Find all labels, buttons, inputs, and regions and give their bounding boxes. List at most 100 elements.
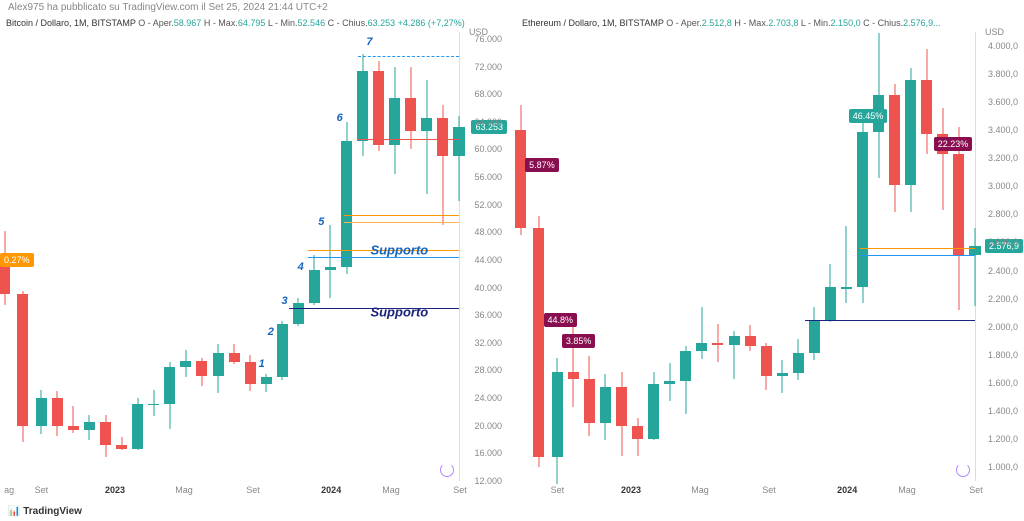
candle [552, 32, 563, 481]
candle [180, 32, 191, 481]
y-tick-label: 52.000 [474, 200, 502, 210]
candle [937, 32, 948, 481]
x-tick-label: 2024 [837, 485, 857, 495]
support-line [344, 222, 459, 223]
candle [229, 32, 240, 481]
y-tick-label: 28.000 [474, 365, 502, 375]
candle [52, 32, 63, 481]
support-line [358, 139, 459, 140]
candle [648, 32, 659, 481]
candle [164, 32, 175, 481]
wave-annotation: 2 [268, 326, 274, 338]
candle [793, 32, 804, 481]
candle [857, 32, 868, 481]
candle [36, 32, 47, 481]
percent-badge: 3.85% [562, 334, 596, 348]
y-tick-label: 64.000 [474, 117, 502, 127]
percent-badge: 0.27% [0, 253, 34, 267]
chart-info-eth: Ethereum / Dollaro, 1M, BITSTAMP O - Ape… [522, 18, 941, 28]
y-tick-label: 2.200,0 [988, 294, 1018, 304]
wave-annotation: 4 [298, 261, 304, 273]
tradingview-watermark: 📊 TradingView [8, 506, 82, 517]
x-tick-label: Set [551, 485, 565, 495]
x-tick-label: 2023 [105, 485, 125, 495]
y-tick-label: 1.600,0 [988, 378, 1018, 388]
candle [261, 32, 272, 481]
x-tick-label: Mag [691, 485, 709, 495]
y-tick-label: 1.200,0 [988, 434, 1018, 444]
support-line [860, 248, 975, 249]
y-tick-label: 1.400,0 [988, 406, 1018, 416]
candle [841, 32, 852, 481]
candle [777, 32, 788, 481]
y-tick-label: 16.000 [474, 448, 502, 458]
y-tick-label: 12.000 [474, 476, 502, 486]
chart-ethereum: Ethereum / Dollaro, 1M, BITSTAMP O - Ape… [516, 18, 1024, 497]
y-axis-eth: USD1.000,01.200,01.400,01.600,01.800,02.… [976, 32, 1024, 481]
x-tick-label: Set [969, 485, 983, 495]
y-tick-label: 3.600,0 [988, 97, 1018, 107]
candle [712, 32, 723, 481]
candle [515, 32, 526, 481]
x-tick-label: 2024 [321, 485, 341, 495]
percent-badge: 44.8% [544, 313, 578, 327]
candle [196, 32, 207, 481]
candle [277, 32, 288, 481]
refresh-icon[interactable] [440, 463, 454, 477]
chart-area-btc[interactable]: 1234567SupportoSupporto0.27%63.253 [0, 32, 460, 481]
candle [632, 32, 643, 481]
candle [809, 32, 820, 481]
y-tick-label: 32.000 [474, 338, 502, 348]
candle [745, 32, 756, 481]
y-tick-label: 76.000 [474, 34, 502, 44]
wave-annotation: 3 [282, 295, 288, 307]
wave-annotation: 6 [337, 112, 343, 124]
candle [761, 32, 772, 481]
support-line [344, 215, 459, 216]
x-tick-label: Mag [898, 485, 916, 495]
candle [213, 32, 224, 481]
candle [873, 32, 884, 481]
chart-info-btc: Bitcoin / Dollaro, 1M, BITSTAMP O - Aper… [6, 18, 465, 28]
x-tick-label: Set [246, 485, 260, 495]
y-tick-label: 36.000 [474, 310, 502, 320]
candle [68, 32, 79, 481]
y-tick-label: 1.800,0 [988, 350, 1018, 360]
x-tick-label: Mag [382, 485, 400, 495]
wave-annotation: 1 [259, 358, 265, 370]
candle [616, 32, 627, 481]
chart-bitcoin: Bitcoin / Dollaro, 1M, BITSTAMP O - Aper… [0, 18, 508, 497]
y-tick-label: 60.000 [474, 144, 502, 154]
y-tick-label: 68.000 [474, 89, 502, 99]
y-tick-label: 3.000,0 [988, 181, 1018, 191]
wave-annotation: 5 [318, 216, 324, 228]
refresh-icon[interactable] [956, 463, 970, 477]
publish-header: Alex975 ha pubblicato su TradingView.com… [8, 2, 328, 13]
x-tick-label: Set [35, 485, 49, 495]
x-tick-label: Set [762, 485, 776, 495]
x-tick-label: 2023 [621, 485, 641, 495]
support-line [358, 56, 459, 57]
candle [116, 32, 127, 481]
support-line [805, 320, 975, 321]
candle [921, 32, 932, 481]
y-tick-label: 3.400,0 [988, 125, 1018, 135]
candle [600, 32, 611, 481]
y-tick-label: 2.600,0 [988, 237, 1018, 247]
y-tick-label: 4.000,0 [988, 41, 1018, 51]
chart-area-eth[interactable]: 5.87%44.8%3.85%46.45%22.23%2.576,9 [516, 32, 976, 481]
candle [680, 32, 691, 481]
y-tick-label: 2.400,0 [988, 266, 1018, 276]
candle [953, 32, 964, 481]
candle [148, 32, 159, 481]
wave-annotation: Supporto [370, 242, 428, 257]
percent-badge: 22.23% [934, 137, 973, 151]
candle [889, 32, 900, 481]
candle [825, 32, 836, 481]
wave-annotation: Supporto [370, 304, 428, 319]
y-tick-label: 2.800,0 [988, 209, 1018, 219]
x-axis-eth: Set2023MagSet2024MagSet [516, 483, 976, 497]
y-tick-label: 1.000,0 [988, 462, 1018, 472]
candle [533, 32, 544, 481]
y-tick-label: 44.000 [474, 255, 502, 265]
